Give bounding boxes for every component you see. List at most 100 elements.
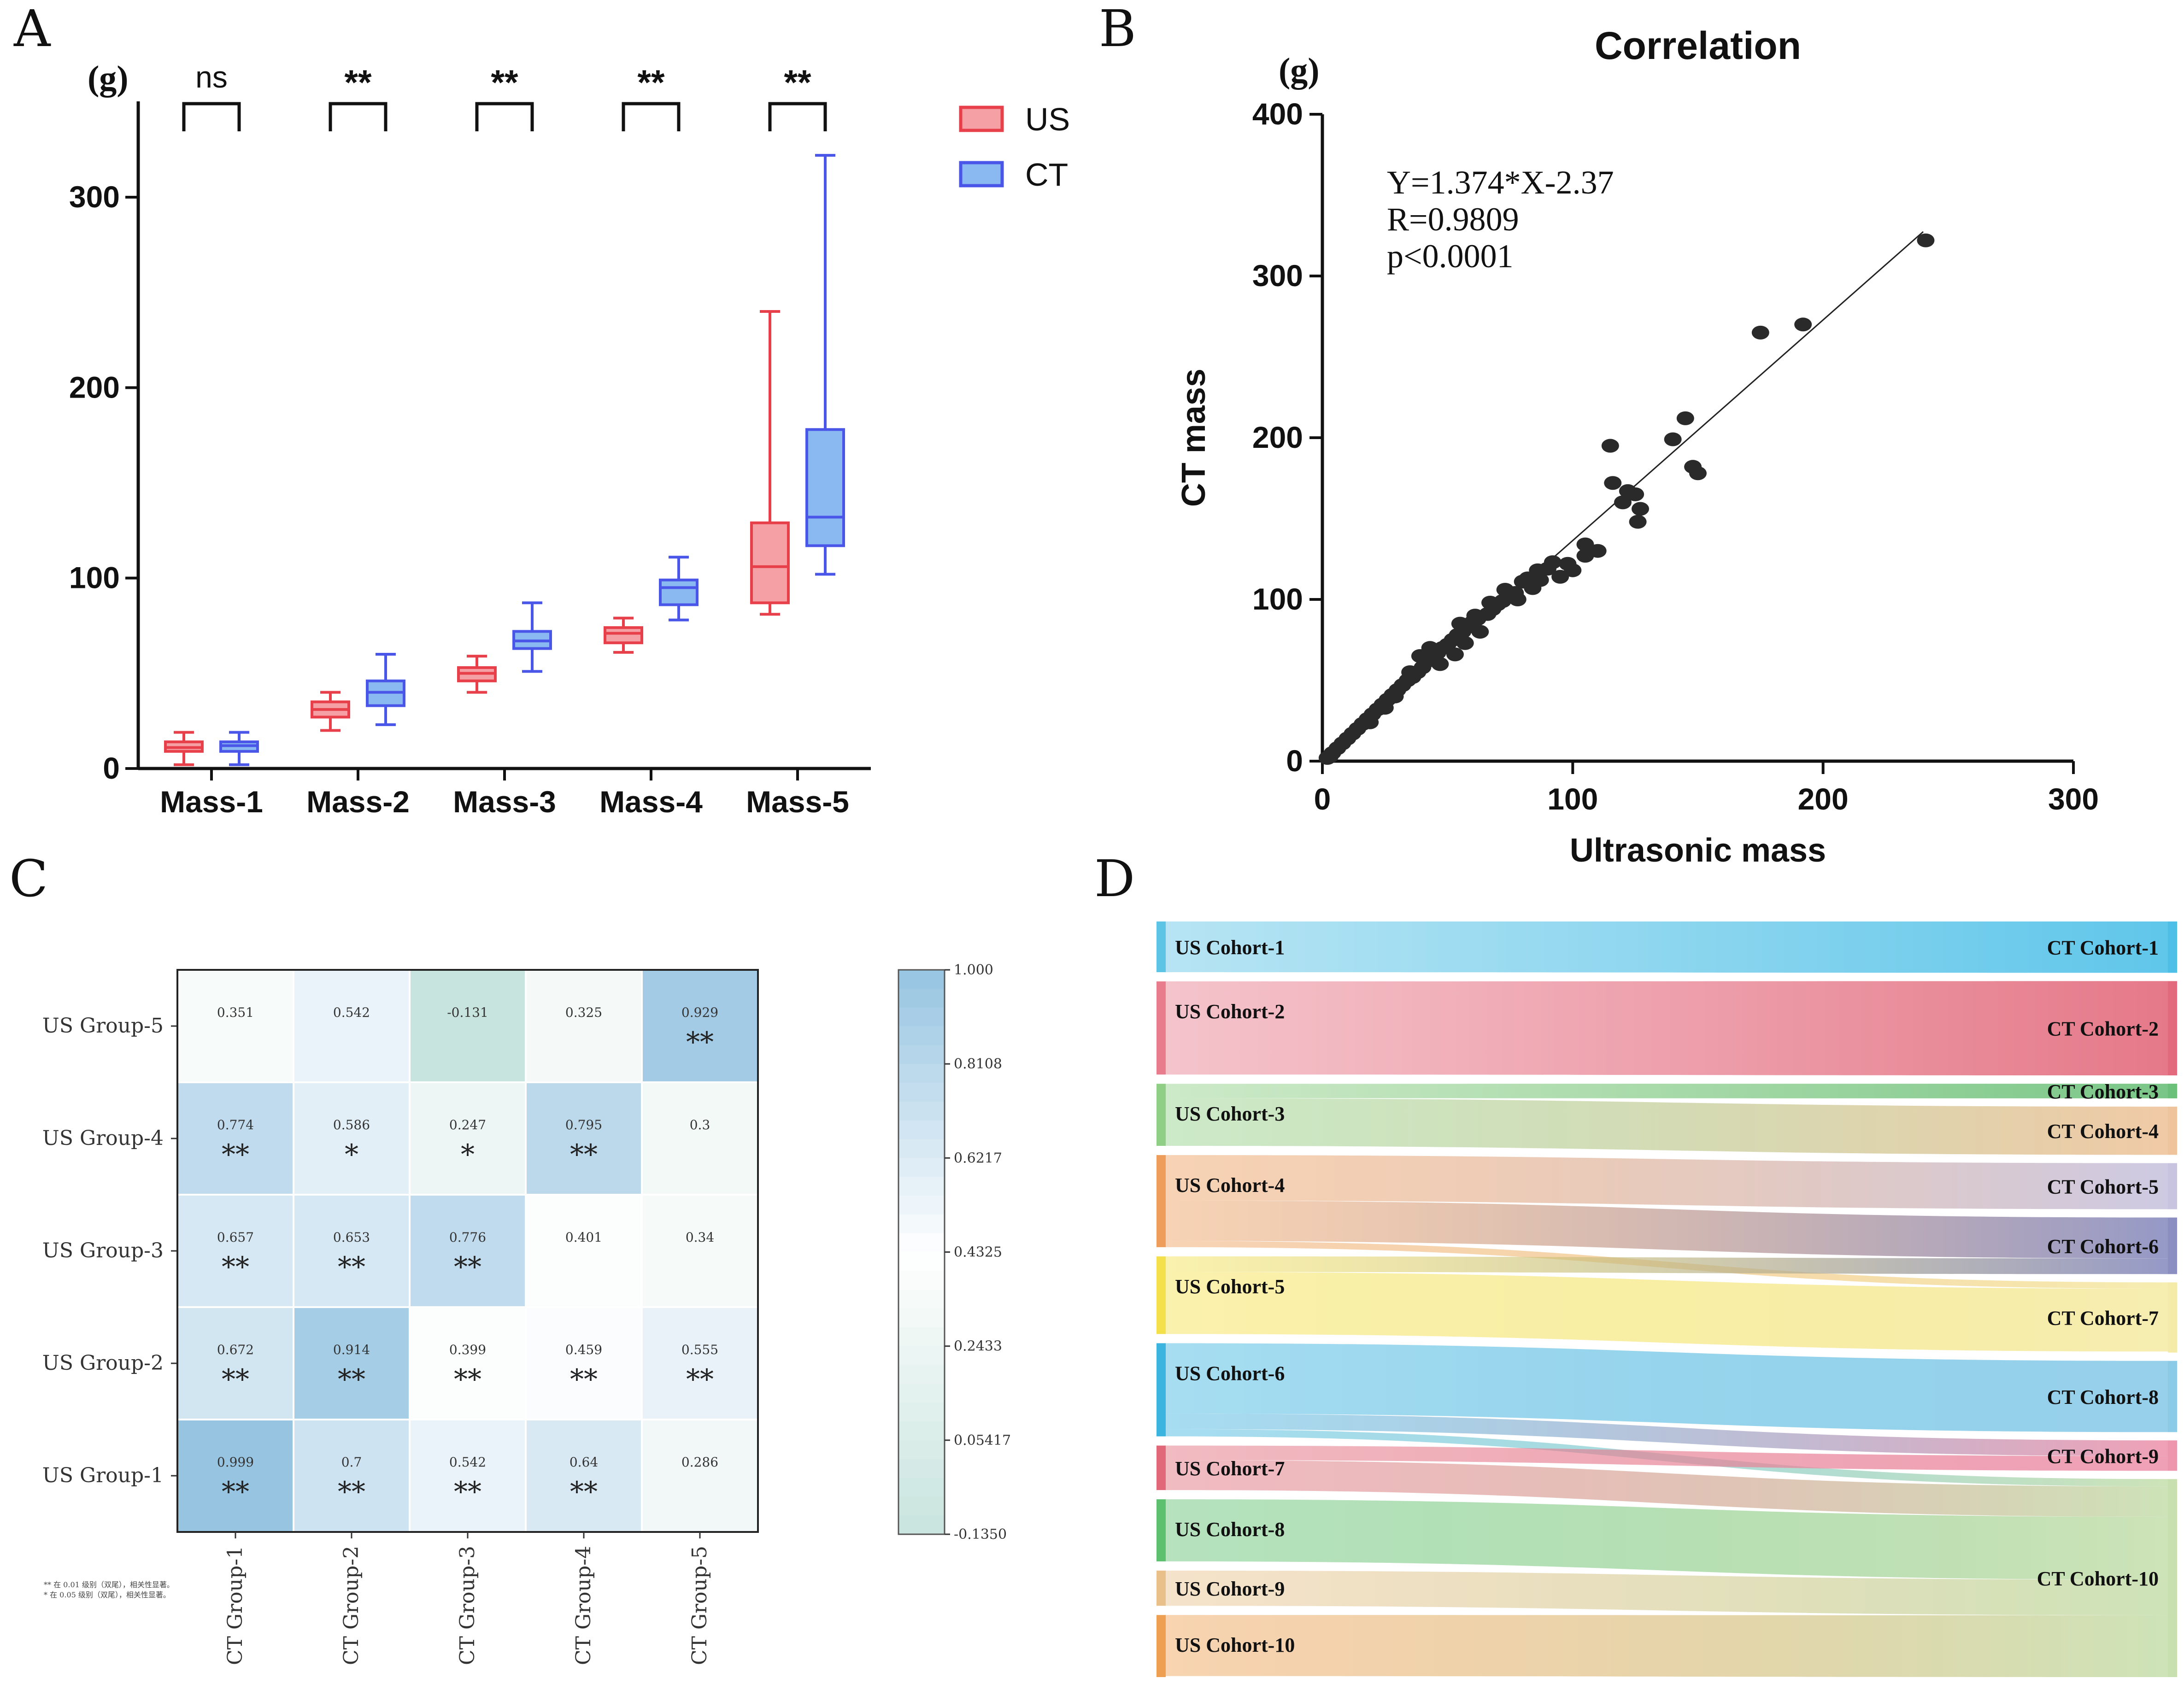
heatmap-cell bbox=[294, 1420, 409, 1531]
colorbar-label: -0.1350 bbox=[954, 1526, 1007, 1543]
source-node bbox=[1157, 981, 1166, 1075]
source-label: US Cohort-7 bbox=[1175, 1457, 1285, 1480]
target-label: CT Cohort-4 bbox=[2047, 1120, 2159, 1143]
scatter-point bbox=[1632, 502, 1650, 516]
cell-value: 0.542 bbox=[449, 1455, 486, 1470]
y-unit-label: (g) bbox=[88, 59, 129, 98]
source-node bbox=[1157, 1499, 1166, 1561]
row-label: US Group-1 bbox=[42, 1464, 164, 1487]
colorbar-step bbox=[898, 1365, 945, 1385]
significance-star: * bbox=[461, 1138, 475, 1171]
scatter-point bbox=[1619, 484, 1637, 498]
scatter-point bbox=[1529, 563, 1547, 577]
target-label: CT Cohort-9 bbox=[2047, 1445, 2159, 1467]
cell-value: 0.34 bbox=[686, 1230, 714, 1245]
significance-star: ** bbox=[570, 1138, 598, 1171]
col-label: CT Group-4 bbox=[572, 1546, 595, 1665]
colorbar-label: 1.000 bbox=[954, 962, 993, 978]
scatter-point bbox=[1629, 515, 1647, 529]
scatter-point bbox=[1431, 657, 1449, 671]
significance-star: ** bbox=[338, 1476, 365, 1508]
cell-value: 0.999 bbox=[217, 1455, 254, 1470]
heatmap-cell bbox=[643, 1420, 757, 1531]
scatter-point bbox=[1676, 411, 1694, 425]
target-node bbox=[2168, 1282, 2177, 1353]
heatmap-cell bbox=[294, 1308, 409, 1419]
source-label: US Cohort-3 bbox=[1175, 1103, 1285, 1125]
y-axis-title: CT mass bbox=[1175, 369, 1212, 507]
colorbar-step bbox=[898, 1083, 945, 1102]
row-label: US Group-2 bbox=[42, 1351, 164, 1375]
cell-value: 0.351 bbox=[217, 1005, 254, 1020]
y-tick-label: 200 bbox=[1252, 420, 1303, 454]
heatmap-cell bbox=[527, 1420, 641, 1531]
box-ct bbox=[805, 428, 845, 547]
y-tick-label: 100 bbox=[69, 561, 120, 595]
source-label: US Cohort-5 bbox=[1175, 1275, 1285, 1298]
scatter-point bbox=[1559, 557, 1577, 571]
heatmap-cell bbox=[411, 1196, 525, 1306]
x-tick-label: 200 bbox=[1798, 782, 1849, 816]
colorbar-label: 0.8108 bbox=[954, 1056, 1002, 1072]
col-label: CT Group-2 bbox=[340, 1546, 363, 1665]
legend-label: CT bbox=[1025, 157, 1068, 193]
legend-swatch-us bbox=[959, 106, 1004, 132]
cell-value: 0.286 bbox=[681, 1455, 718, 1470]
source-node bbox=[1157, 1343, 1166, 1437]
cell-value: 0.929 bbox=[681, 1005, 718, 1020]
y-tick-label: 400 bbox=[1252, 97, 1303, 131]
colorbar-step bbox=[898, 1120, 945, 1140]
x-tick-label: Mass-5 bbox=[746, 785, 849, 819]
source-node bbox=[1157, 1570, 1166, 1606]
row-label: US Group-3 bbox=[42, 1239, 164, 1262]
significance-star: ** bbox=[454, 1363, 481, 1396]
scatter-point bbox=[1446, 647, 1464, 662]
colorbar-step bbox=[898, 1384, 945, 1403]
cell-value: 0.7 bbox=[341, 1455, 362, 1470]
colorbar-step bbox=[898, 988, 945, 1008]
colorbar-step bbox=[898, 1308, 945, 1328]
heatmap-cell bbox=[527, 1083, 641, 1194]
cell-value: 0.586 bbox=[333, 1117, 370, 1132]
sankey-flow bbox=[1166, 1098, 2168, 1155]
source-label: US Cohort-6 bbox=[1175, 1362, 1285, 1385]
chart-title: Correlation bbox=[1595, 24, 1801, 67]
scatter-point bbox=[1466, 609, 1484, 623]
colorbar-step bbox=[898, 1252, 945, 1272]
target-node bbox=[2168, 1217, 2177, 1274]
significance-bracket bbox=[622, 102, 681, 131]
y-tick-label: 0 bbox=[1286, 744, 1303, 778]
target-node bbox=[2168, 921, 2177, 973]
cell-value: 0.399 bbox=[449, 1342, 486, 1357]
legend-label: US bbox=[1025, 101, 1070, 137]
footnote: * 在 0.05 级别（双尾），相关性显著。 bbox=[44, 1590, 170, 1599]
significance-star: ** bbox=[338, 1251, 365, 1283]
sankey-flow bbox=[1166, 1615, 2168, 1677]
y-tick-label: 200 bbox=[69, 370, 120, 404]
cell-value: 0.776 bbox=[449, 1230, 486, 1245]
colorbar-step bbox=[898, 970, 945, 989]
heatmap-cell bbox=[643, 1196, 757, 1306]
scatter-point bbox=[1917, 233, 1935, 247]
colorbar-step bbox=[898, 1346, 945, 1366]
colorbar-step bbox=[898, 1045, 945, 1065]
source-node bbox=[1157, 1615, 1166, 1677]
sankey-flow bbox=[1166, 1445, 2168, 1471]
x-tick-label: Mass-1 bbox=[160, 785, 263, 819]
colorbar-step bbox=[898, 1327, 945, 1347]
colorbar-label: 0.6217 bbox=[954, 1150, 1002, 1166]
scatter-point bbox=[1604, 476, 1622, 490]
col-label: CT Group-1 bbox=[223, 1546, 247, 1665]
target-label: CT Cohort-2 bbox=[2047, 1018, 2159, 1040]
target-label: CT Cohort-3 bbox=[2047, 1080, 2159, 1103]
colorbar-step bbox=[898, 1440, 945, 1460]
box-us bbox=[604, 626, 643, 645]
target-label: CT Cohort-1 bbox=[2047, 937, 2159, 959]
scatter-point bbox=[1318, 751, 1336, 765]
colorbar-step bbox=[898, 1177, 945, 1196]
significance-bracket bbox=[329, 102, 387, 131]
colorbar-step bbox=[898, 1459, 945, 1479]
heatmap-cell bbox=[178, 971, 293, 1081]
scatter-point bbox=[1451, 616, 1469, 631]
